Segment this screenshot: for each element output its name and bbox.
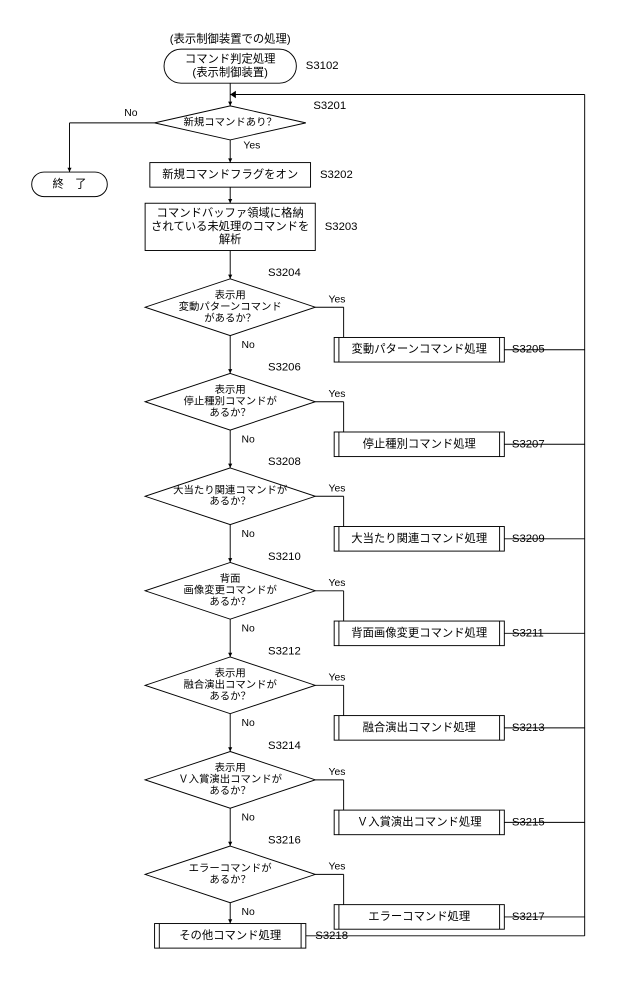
decision-3-text: 背面 bbox=[220, 572, 241, 585]
decision-3-text: 画像変更コマンドが bbox=[184, 584, 278, 597]
decision-4-text: あるか？ bbox=[209, 690, 251, 702]
decision-1-text: 表示用 bbox=[215, 383, 246, 396]
step-S3214: S3214 bbox=[268, 740, 301, 752]
subproc-5-text: Ｖ入賞演出コマンド処理 bbox=[357, 814, 482, 828]
no-3: No bbox=[242, 623, 255, 634]
step-S3204: S3204 bbox=[268, 267, 301, 279]
yes-6: Yes bbox=[329, 862, 346, 873]
decision-3-text: あるか？ bbox=[209, 596, 251, 608]
subproc-2-text: 大当たり関連コマンド処理 bbox=[351, 531, 487, 545]
decision-0-text: があるか？ bbox=[204, 311, 256, 324]
no-1: No bbox=[242, 434, 255, 445]
start-terminator-text: (表示制御装置) bbox=[192, 65, 268, 79]
proc-p2-text: コマンドバッファ領域に格納 bbox=[157, 206, 304, 220]
yes-2: Yes bbox=[329, 483, 346, 494]
no-2: No bbox=[242, 529, 255, 540]
step-s3102: S3102 bbox=[306, 60, 339, 72]
proc-p1-text: 新規コマンドフラグをオン bbox=[162, 167, 298, 181]
decision-5-text: 表示用 bbox=[215, 761, 246, 774]
yes-5: Yes bbox=[329, 767, 346, 778]
subproc-3-text: 背面画像変更コマンド処理 bbox=[351, 625, 487, 639]
no-6: No bbox=[242, 907, 255, 918]
decision-0-text: 変動パターンコマンド bbox=[179, 300, 282, 313]
subproc-4-text: 融合演出コマンド処理 bbox=[363, 720, 476, 734]
subproc-0-text: 変動パターンコマンド処理 bbox=[352, 342, 487, 356]
yes-4: Yes bbox=[329, 673, 346, 684]
decision-d1-text: 新規コマンドあり？ bbox=[184, 116, 277, 129]
proc-p2-text: 解析 bbox=[219, 232, 242, 246]
decision-6-text: あるか？ bbox=[209, 874, 251, 886]
step-S3216: S3216 bbox=[268, 834, 301, 846]
proc-p2-text: されている未処理のコマンドを bbox=[151, 220, 309, 233]
start-terminator-text: コマンド判定処理 bbox=[185, 52, 276, 66]
header-super: (表示制御装置での処理) bbox=[170, 32, 291, 46]
yes-label: Yes bbox=[243, 140, 260, 151]
step-S3208: S3208 bbox=[268, 456, 301, 468]
decision-4-text: 表示用 bbox=[215, 667, 246, 680]
no-0: No bbox=[242, 340, 255, 351]
no-4: No bbox=[242, 718, 255, 729]
step-S3210: S3210 bbox=[268, 551, 301, 563]
yes-0: Yes bbox=[329, 294, 346, 305]
no-5: No bbox=[242, 812, 255, 823]
step-S3206: S3206 bbox=[268, 362, 301, 374]
step-S3212: S3212 bbox=[268, 645, 301, 657]
step-s3203: S3203 bbox=[325, 221, 358, 233]
subproc-final-text: その他コマンド処理 bbox=[179, 929, 281, 942]
decision-6-text: エラーコマンドが bbox=[189, 861, 273, 874]
no-label: No bbox=[124, 108, 137, 119]
decision-2-text: あるか？ bbox=[209, 496, 251, 508]
yes-1: Yes bbox=[329, 389, 346, 400]
decision-4-text: 融合演出コマンドが bbox=[184, 678, 278, 691]
step-s3201: S3201 bbox=[313, 100, 346, 112]
end-terminator-text: 終 了 bbox=[52, 176, 86, 190]
decision-1-text: あるか？ bbox=[209, 407, 251, 419]
decision-2-text: 大当たり関連コマンドが bbox=[173, 483, 288, 496]
yes-3: Yes bbox=[329, 578, 346, 589]
subproc-6-text: エラーコマンド処理 bbox=[368, 910, 470, 923]
decision-1-text: 停止種別コマンドが bbox=[184, 394, 278, 407]
decision-0-text: 表示用 bbox=[215, 289, 246, 302]
subproc-1-text: 停止種別コマンド処理 bbox=[363, 436, 476, 450]
decision-5-text: あるか？ bbox=[209, 785, 251, 797]
decision-5-text: Ｖ入賞演出コマンドが bbox=[178, 773, 282, 786]
step-s3202: S3202 bbox=[320, 169, 353, 181]
